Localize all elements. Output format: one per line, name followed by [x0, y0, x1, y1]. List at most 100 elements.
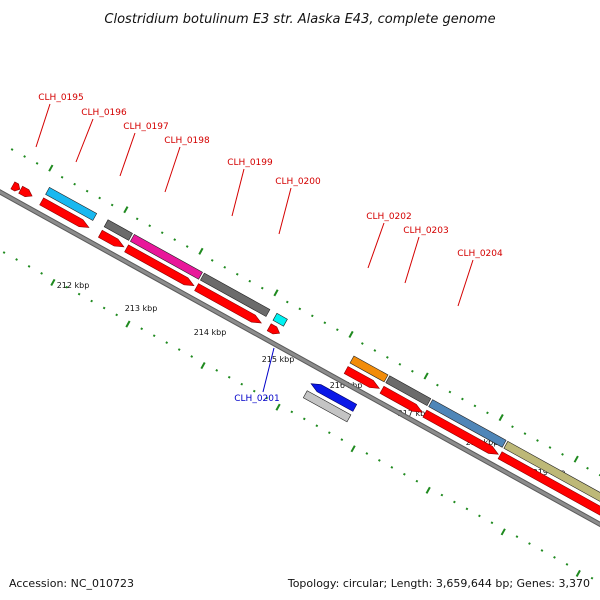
cds-arrow[interactable] — [194, 283, 262, 324]
scale-tick — [285, 300, 289, 304]
cds-arrow[interactable] — [97, 229, 125, 248]
scale-tick — [240, 382, 244, 386]
scale-tick — [140, 327, 144, 331]
scale-tick — [403, 472, 406, 476]
scale-tick — [310, 314, 314, 318]
scale-tick — [260, 286, 264, 290]
gene-labels[interactable]: CLH_0195 CLH_0196 CLH_0197 CLH_0198 CLH_0199… — [38, 93, 503, 404]
genome-backbone — [0, 189, 600, 528]
gene-label-clh-0195[interactable]: CLH_0195 — [38, 93, 83, 103]
gene-label-clh-0202[interactable]: CLH_0202 — [366, 212, 411, 222]
scale-tick — [85, 189, 89, 193]
cds-arrow[interactable] — [379, 385, 423, 413]
gene-block-clh-0205[interactable] — [503, 440, 600, 523]
label-leader-lines — [35, 103, 474, 393]
scale-tick — [448, 390, 452, 394]
gene-block-clh-0200[interactable] — [272, 312, 288, 327]
scale-tick — [377, 459, 381, 462]
scale-label: 217 kbp — [398, 409, 431, 418]
scale-tick — [252, 389, 256, 393]
gene-block-clh-0197[interactable] — [129, 233, 203, 280]
scale-tick — [73, 182, 76, 186]
gene-features[interactable] — [10, 181, 600, 531]
scale-tick — [348, 330, 354, 338]
scale-tick — [350, 445, 356, 453]
cds-arrow[interactable] — [39, 197, 90, 228]
scale-tick — [335, 328, 339, 332]
scale-tick — [575, 569, 581, 577]
scale-tick — [48, 164, 54, 172]
gene-label-clh-0199[interactable]: CLH_0199 — [227, 158, 273, 168]
scale-tick — [123, 206, 129, 214]
gene-label-clh-0196[interactable]: CLH_0196 — [81, 108, 127, 118]
scale-tick — [415, 479, 419, 483]
scale-label: 215 kbp — [262, 355, 295, 364]
scale-tick — [540, 549, 544, 552]
scale-tick — [265, 396, 269, 400]
scale-tick — [98, 196, 102, 200]
scale-tick — [327, 431, 331, 435]
backbone-line — [0, 190, 600, 527]
scale-tick — [486, 411, 489, 415]
scale-label: 214 kbp — [194, 328, 227, 337]
scale-tick — [565, 562, 569, 566]
scale-tick — [110, 203, 114, 207]
cds-arrow[interactable] — [422, 409, 499, 455]
scale-tick — [590, 576, 594, 580]
scale-tick — [340, 438, 344, 441]
cds-arrow[interactable] — [124, 244, 195, 287]
scale-tick — [511, 425, 514, 429]
accession-text: Accession: NC_010723 — [9, 577, 134, 590]
scale-tick — [365, 452, 369, 455]
scale-tick — [165, 341, 169, 344]
scale-tick — [490, 521, 494, 525]
scale-tick — [398, 362, 402, 366]
scale-tick — [536, 439, 539, 442]
gene-label-leader — [119, 132, 136, 177]
map-title: Clostridium botulinum E3 str. Alaska E43… — [104, 12, 495, 27]
scale-label: 213 kbp — [125, 304, 158, 313]
cds-arrow[interactable] — [18, 185, 33, 198]
scale-tick — [298, 307, 302, 311]
scale-tick — [453, 500, 456, 504]
scale-tick — [273, 289, 279, 297]
gene-label-leader — [278, 187, 292, 235]
scale-tick — [77, 292, 81, 296]
gene-block-clh-0196[interactable] — [103, 219, 133, 241]
gene-label-clh-0200[interactable]: CLH_0200 — [275, 177, 321, 187]
scale-tick — [223, 265, 227, 269]
genome-summary-text: Topology: circular; Length: 3,659,644 bp… — [287, 577, 590, 590]
gene-label-clh-0204[interactable]: CLH_0204 — [457, 249, 503, 259]
scale-tick — [302, 417, 306, 421]
scale-tick — [323, 321, 327, 325]
scale-tick — [15, 258, 18, 261]
gene-block-clh-0195[interactable] — [45, 186, 98, 221]
gene-label-leader — [404, 236, 420, 284]
scale-tick — [390, 465, 394, 469]
gene-block-clh-0198[interactable] — [199, 272, 271, 317]
scale-tick — [440, 493, 444, 497]
gene-block-clh-0203[interactable] — [385, 375, 432, 407]
gene-label-clh-0203[interactable]: CLH_0203 — [403, 226, 448, 236]
scale-tick — [523, 432, 527, 435]
scale-tick — [275, 403, 281, 411]
scale-tick — [198, 247, 204, 255]
gene-block-clh-0204[interactable] — [428, 399, 507, 448]
cds-arrow[interactable] — [266, 323, 281, 335]
gene-block-clh-0201-secondary[interactable] — [302, 390, 352, 423]
cds-arrow[interactable] — [10, 181, 21, 192]
scale-tick — [461, 397, 464, 401]
scale-tick — [586, 466, 589, 470]
gene-label-clh-0197[interactable]: CLH_0197 — [123, 122, 168, 132]
gene-label-clh-0198[interactable]: CLH_0198 — [164, 136, 210, 146]
scale-tick — [65, 285, 68, 289]
gene-label-clh-0201[interactable]: CLH_0201 — [234, 394, 279, 404]
scale-ticks-lower — [2, 251, 594, 580]
cds-arrow[interactable] — [497, 451, 600, 531]
scale-tick — [436, 383, 439, 387]
gene-block-clh-0202[interactable] — [349, 355, 389, 383]
gene-block-clh-0201[interactable] — [310, 383, 358, 412]
scale-tick — [473, 404, 477, 408]
scale-tick — [210, 259, 214, 262]
cds-arrow[interactable] — [343, 366, 380, 389]
